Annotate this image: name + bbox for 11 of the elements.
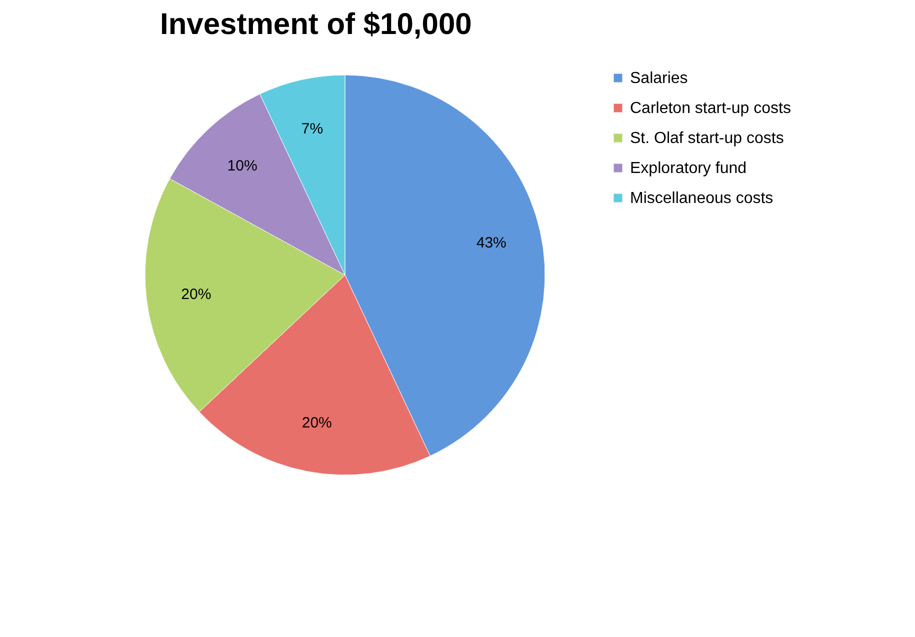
data-label: 20% [181, 286, 212, 303]
data-label: 10% [227, 158, 258, 175]
legend-label: Miscellaneous costs [630, 190, 774, 207]
legend-label: Carleton start-up costs [630, 100, 791, 117]
chart-title: Investment of $10,000 [160, 8, 472, 41]
data-label: 7% [301, 120, 324, 138]
legend-label: St. Olaf start-up costs [630, 130, 784, 147]
legend-label: Exploratory fund [630, 160, 747, 177]
legend-label: Salaries [630, 70, 688, 87]
data-label: 43% [476, 234, 506, 252]
data-label: 20% [302, 414, 332, 432]
